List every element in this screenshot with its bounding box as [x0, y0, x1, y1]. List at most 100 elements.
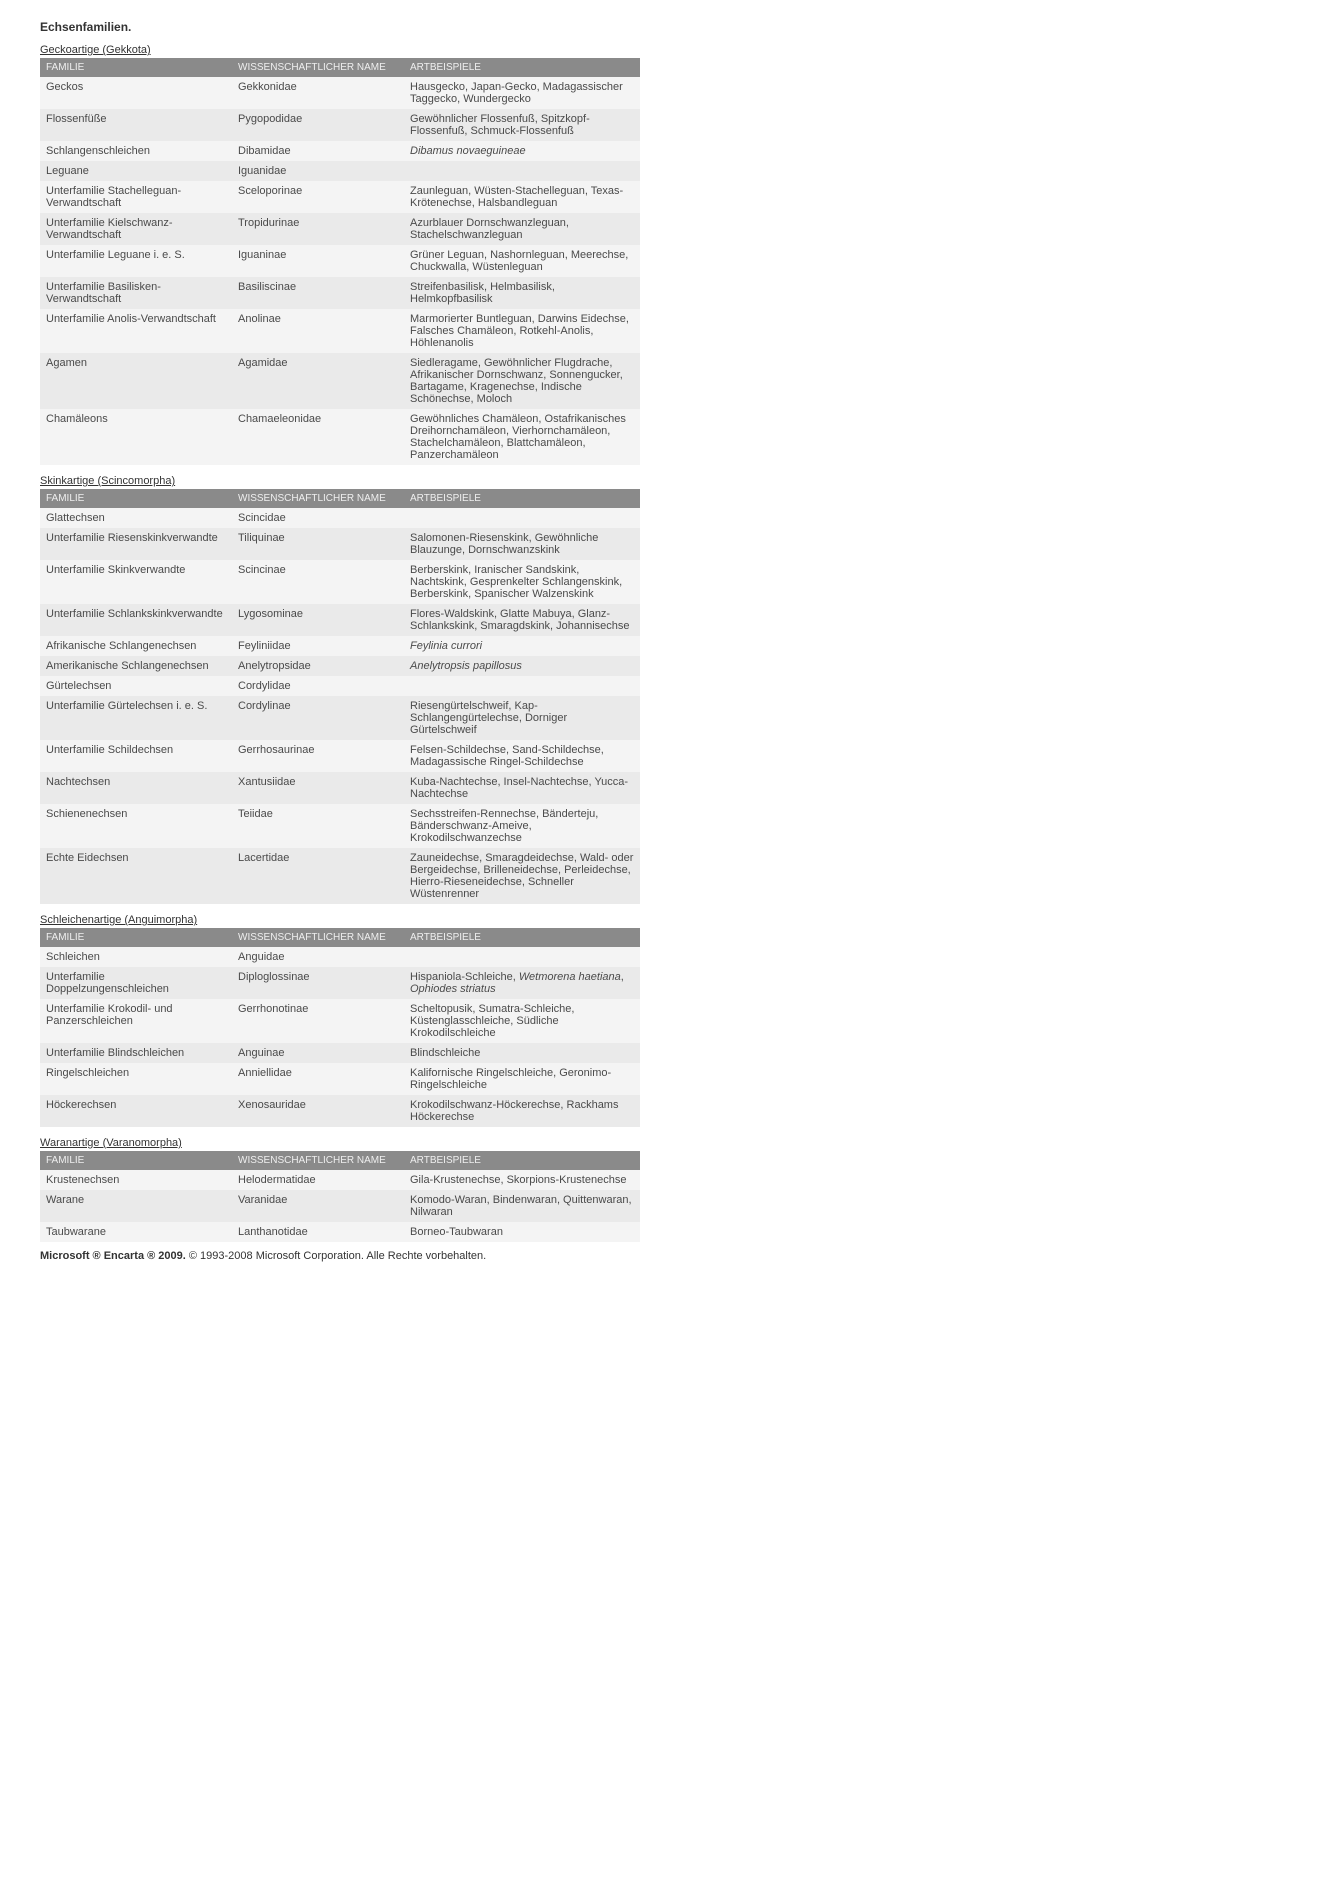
scientific-cell: Diploglossinae: [232, 967, 404, 999]
family-cell: Unterfamilie Blindschleichen: [40, 1043, 232, 1063]
family-cell: Unterfamilie Anolis-Verwandtschaft: [40, 309, 232, 353]
table-row: Unterfamilie BlindschleichenAnguinaeBlin…: [40, 1043, 640, 1063]
family-cell: Agamen: [40, 353, 232, 409]
section-caption: Geckoartige (Gekkota): [40, 44, 1304, 56]
examples-cell: Salomonen-Riesenskink, Gewöhnliche Blauz…: [404, 528, 640, 560]
scientific-cell: Iguaninae: [232, 245, 404, 277]
examples-cell: Feylinia currori: [404, 636, 640, 656]
scientific-cell: Gerrhonotinae: [232, 999, 404, 1043]
family-cell: Gürtelechsen: [40, 676, 232, 696]
table-row: Amerikanische Schlangenechsen Anelytropsi…: [40, 656, 640, 676]
examples-cell: Borneo-Taubwaran: [404, 1222, 640, 1242]
family-table: FAMILIEWISSENSCHAFTLICHER NAMEARTBEISPIE…: [40, 58, 640, 465]
column-header: ARTBEISPIELE: [404, 928, 640, 947]
examples-cell: [404, 508, 640, 528]
table-row: Unterfamilie Krokodil- und Panzerschleic…: [40, 999, 640, 1043]
column-header: ARTBEISPIELE: [404, 58, 640, 77]
family-cell: Ringelschleichen: [40, 1063, 232, 1095]
examples-cell: Scheltopusik, Sumatra-Schleiche, Küsteng…: [404, 999, 640, 1043]
family-cell: Schleichen: [40, 947, 232, 967]
scientific-cell: Agamidae: [232, 353, 404, 409]
family-cell: Leguane: [40, 161, 232, 181]
family-cell: Taubwarane: [40, 1222, 232, 1242]
column-header: WISSENSCHAFTLICHER NAME: [232, 928, 404, 947]
scientific-cell: Lygosominae: [232, 604, 404, 636]
scientific-cell: Feyliniidae: [232, 636, 404, 656]
scientific-cell: Basiliscinae: [232, 277, 404, 309]
scientific-cell: Pygopodidae: [232, 109, 404, 141]
column-header: FAMILIE: [40, 928, 232, 947]
column-header: ARTBEISPIELE: [404, 489, 640, 508]
family-cell: Unterfamilie Skinkverwandte: [40, 560, 232, 604]
table-row: Unterfamilie Stachelleguan-Verwandtschaf…: [40, 181, 640, 213]
scientific-cell: Lanthanotidae: [232, 1222, 404, 1242]
column-header: WISSENSCHAFTLICHER NAME: [232, 489, 404, 508]
table-row: GeckosGekkonidaeHausgecko, Japan-Gecko, …: [40, 77, 640, 109]
scientific-cell: Anguidae: [232, 947, 404, 967]
table-row: SchleichenAnguidae: [40, 947, 640, 967]
table-row: Echte EidechsenLacertidaeZauneidechse, S…: [40, 848, 640, 904]
table-row: AgamenAgamidaeSiedleragame, Gewöhnlicher…: [40, 353, 640, 409]
page-title: Echsenfamilien.: [40, 20, 1304, 34]
table-row: Unterfamilie RiesenskinkverwandteTiliqui…: [40, 528, 640, 560]
table-row: Unterfamilie Anolis-VerwandtschaftAnolin…: [40, 309, 640, 353]
table-row: SchienenechsenTeiidaeSechsstreifen-Renne…: [40, 804, 640, 848]
examples-cell: Kalifornische Ringelschleiche, Geronimo-…: [404, 1063, 640, 1095]
examples-cell: Hispaniola-Schleiche, Wetmorena haetiana…: [404, 967, 640, 999]
examples-cell: Grüner Leguan, Nashornleguan, Meerechse,…: [404, 245, 640, 277]
table-row: Unterfamilie Gürtelechsen i. e. S.Cordyl…: [40, 696, 640, 740]
column-header: FAMILIE: [40, 1151, 232, 1170]
column-header: FAMILIE: [40, 489, 232, 508]
family-cell: Schlangenschleichen: [40, 141, 232, 161]
family-cell: Höckerechsen: [40, 1095, 232, 1127]
examples-cell: [404, 947, 640, 967]
table-row: GlattechsenScincidae: [40, 508, 640, 528]
family-cell: Krustenechsen: [40, 1170, 232, 1190]
footer: Microsoft ® Encarta ® 2009. © 1993-2008 …: [40, 1250, 1304, 1262]
family-cell: Schienenechsen: [40, 804, 232, 848]
table-row: Unterfamilie SkinkverwandteScincinaeBerb…: [40, 560, 640, 604]
family-cell: Unterfamilie Doppelzungenschleichen: [40, 967, 232, 999]
family-cell: Chamäleons: [40, 409, 232, 465]
examples-cell: Sechsstreifen-Rennechse, Bänderteju, Bän…: [404, 804, 640, 848]
table-row: NachtechsenXantusiidaeKuba-Nachtechse, I…: [40, 772, 640, 804]
examples-cell: Berberskink, Iranischer Sandskink, Nacht…: [404, 560, 640, 604]
table-row: LeguaneIguanidae: [40, 161, 640, 181]
family-cell: Unterfamilie Schildechsen: [40, 740, 232, 772]
section-caption: Schleichenartige (Anguimorpha): [40, 914, 1304, 926]
examples-cell: Dibamus novaeguineae: [404, 141, 640, 161]
family-cell: Unterfamilie Schlankskinkverwandte: [40, 604, 232, 636]
examples-cell: Flores-Waldskink, Glatte Mabuya, Glanz-S…: [404, 604, 640, 636]
column-header: WISSENSCHAFTLICHER NAME: [232, 1151, 404, 1170]
family-table: FAMILIEWISSENSCHAFTLICHER NAMEARTBEISPIE…: [40, 489, 640, 904]
table-row: ChamäleonsChamaeleonidaeGewöhnliches Cha…: [40, 409, 640, 465]
family-cell: Amerikanische Schlangenechsen: [40, 656, 232, 676]
scientific-cell: Scincinae: [232, 560, 404, 604]
table-row: Unterfamilie DoppelzungenschleichenDiplo…: [40, 967, 640, 999]
examples-cell: Anelytropsis papillosus: [404, 656, 640, 676]
family-table: FAMILIEWISSENSCHAFTLICHER NAMEARTBEISPIE…: [40, 1151, 640, 1242]
family-cell: Unterfamilie Gürtelechsen i. e. S.: [40, 696, 232, 740]
table-row: RingelschleichenAnniellidaeKalifornische…: [40, 1063, 640, 1095]
column-header: ARTBEISPIELE: [404, 1151, 640, 1170]
footer-copyright: © 1993-2008 Microsoft Corporation. Alle …: [186, 1250, 486, 1262]
table-row: GürtelechsenCordylidae: [40, 676, 640, 696]
scientific-cell: Anolinae: [232, 309, 404, 353]
scientific-cell: Cordylinae: [232, 696, 404, 740]
examples-cell: Streifenbasilisk, Helmbasilisk, Helmkopf…: [404, 277, 640, 309]
section-caption: Skinkartige (Scincomorpha): [40, 475, 1304, 487]
scientific-cell: Gekkonidae: [232, 77, 404, 109]
table-row: Unterfamilie Leguane i. e. S.IguaninaeGr…: [40, 245, 640, 277]
section-caption: Waranartige (Varanomorpha): [40, 1137, 1304, 1149]
column-header: FAMILIE: [40, 58, 232, 77]
family-cell: Nachtechsen: [40, 772, 232, 804]
table-row: HöckerechsenXenosauridaeKrokodilschwanz-…: [40, 1095, 640, 1127]
examples-cell: [404, 161, 640, 181]
examples-cell: Blindschleiche: [404, 1043, 640, 1063]
examples-cell: Gewöhnliches Chamäleon, Ostafrikanisches…: [404, 409, 640, 465]
examples-cell: [404, 676, 640, 696]
family-cell: Unterfamilie Krokodil- und Panzerschleic…: [40, 999, 232, 1043]
examples-cell: Gewöhnlicher Flossenfuß, Spitzkopf-Floss…: [404, 109, 640, 141]
scientific-cell: Varanidae: [232, 1190, 404, 1222]
examples-cell: Gila-Krustenechse, Skorpions-Krustenechs…: [404, 1170, 640, 1190]
